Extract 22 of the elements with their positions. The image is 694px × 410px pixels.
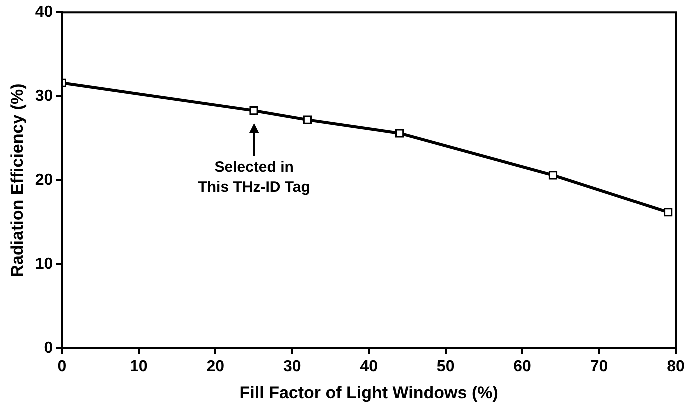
x-tick-label: 30 (283, 358, 302, 376)
x-tick-label: 10 (130, 358, 148, 376)
x-tick-label: 60 (514, 358, 532, 376)
y-tick-label: 20 (35, 172, 54, 189)
x-tick-label: 70 (590, 358, 608, 376)
y-tick-label: 30 (35, 88, 54, 105)
x-tick-label: 40 (360, 358, 378, 376)
y-tick-label: 40 (35, 4, 54, 22)
point (250, 106, 258, 116)
x-tick-label: 0 (58, 358, 67, 376)
x-tick-label: 20 (206, 358, 225, 376)
y-tick-label: 10 (35, 256, 54, 273)
x-tick-label: 50 (436, 358, 455, 376)
y-axis-title: Radiation Efficiency (%) (8, 84, 27, 278)
y-tick-label: 0 (44, 340, 54, 357)
point (548, 171, 558, 180)
point (664, 208, 673, 217)
x-tick-label: 80 (667, 358, 685, 376)
point (396, 129, 404, 138)
x-axis-title: Fill Factor of Light Windows (%) (240, 383, 498, 402)
point (303, 116, 312, 124)
annotation: Selected in This THz-ID Tag (198, 158, 310, 196)
